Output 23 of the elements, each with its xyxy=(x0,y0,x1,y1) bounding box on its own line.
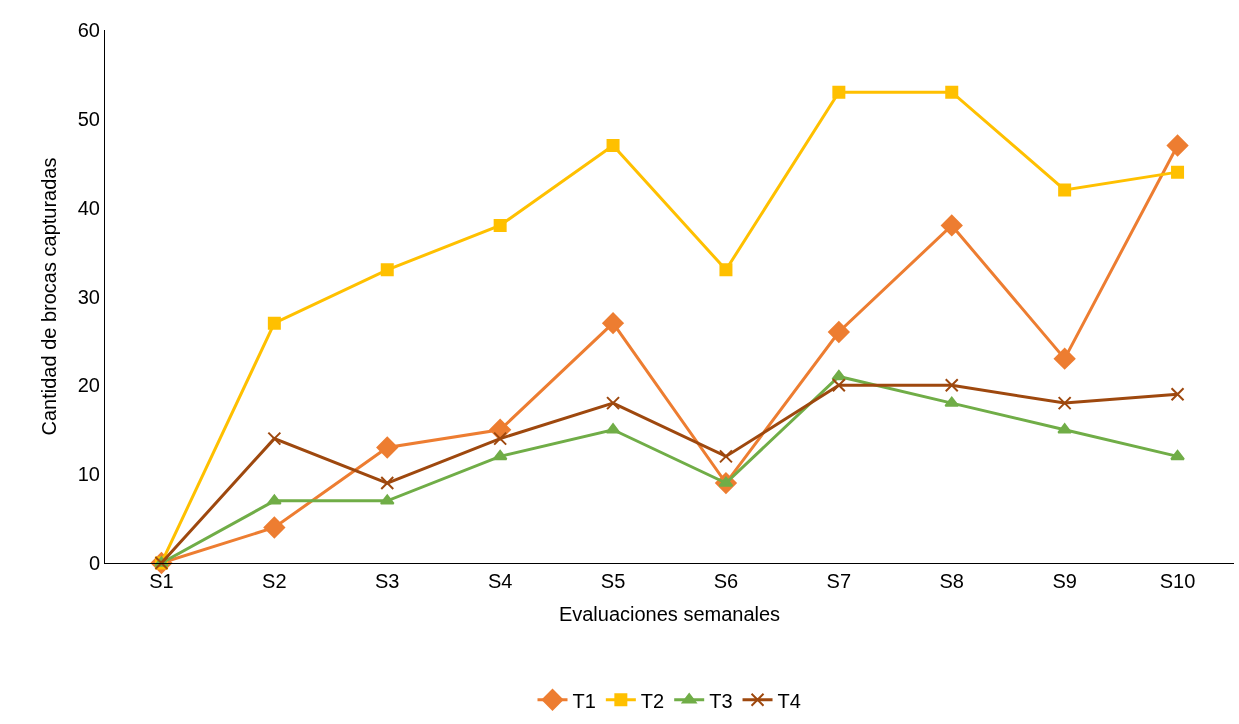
y-tick-label: 0 xyxy=(88,552,100,574)
x-tick-label: S1 xyxy=(149,570,174,592)
y-tick-label: 40 xyxy=(77,196,100,219)
legend-label: T4 xyxy=(777,689,801,712)
x-tick-label: S5 xyxy=(600,570,626,592)
y-tick-label: 60 xyxy=(77,19,100,41)
x-tick-label: S3 xyxy=(375,570,400,592)
x-tick-label: S2 xyxy=(262,570,287,592)
x-tick-label: S9 xyxy=(1052,570,1077,592)
x-axis-title: Evaluaciones semanales xyxy=(558,602,781,625)
y-tick-label: 50 xyxy=(77,107,100,130)
x-tick-label: S8 xyxy=(939,570,964,592)
legend-label: T2 xyxy=(640,689,665,712)
y-tick-label: 10 xyxy=(77,463,100,486)
legend-label: T1 xyxy=(572,689,596,712)
y-axis-title: Cantidad de brocas capturadas xyxy=(38,157,61,436)
x-tick-label: S7 xyxy=(826,570,852,592)
x-tick-label: S4 xyxy=(487,570,513,592)
y-tick-label: 20 xyxy=(77,374,100,397)
x-tick-label: S10 xyxy=(1159,570,1196,592)
legend-label: T3 xyxy=(709,689,733,712)
y-tick-label: 30 xyxy=(77,285,100,308)
x-tick-label: S6 xyxy=(713,570,739,592)
